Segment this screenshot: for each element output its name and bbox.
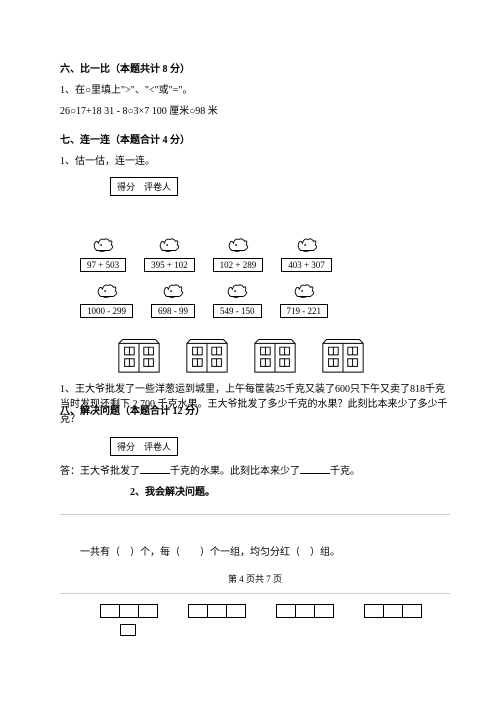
page-number: 第 4 页共 7 页 [60,572,450,585]
expr-box: 102 + 289 [213,258,264,272]
rabbit-icon [293,234,321,256]
expr-box: 97 + 503 [80,258,126,272]
rabbit-item: 102 + 289 [213,234,264,272]
small-box [120,624,136,636]
grid-3 [188,604,246,618]
rabbit-item: 97 + 503 [80,234,126,272]
section-6: 六、比一比（本题共计 8 分） 1、在○里填上">"、"<"或"="。 26○1… [60,60,450,117]
divider [60,514,450,515]
expr-box: 1000 - 299 [80,304,133,318]
rabbit-icon [159,280,187,302]
q6-1-expr: 26○17+18 31 - 8○3×7 100 厘米○98 米 [60,102,450,117]
house-icon [251,328,299,376]
rabbit-item: 1000 - 299 [80,280,133,318]
grid-3 [276,604,334,618]
rabbit-row-1: 97 + 503 395 + 102 102 + 289 403 + 307 [80,234,450,272]
ans-prefix: 答：王大爷批发了 [60,466,140,477]
score-box-7: 得分 评卷人 [110,177,178,196]
answer-line: 答：王大爷批发了 千克的水果。此刻比本来少了 千克。 [60,462,450,477]
rabbit-icon [155,234,183,256]
rabbit-row-2: 1000 - 299 698 - 99 549 - 150 719 - 221 [80,280,450,318]
grid-3 [100,604,158,618]
rabbit-icon [89,234,117,256]
house-icon [115,328,163,376]
ans-suffix: 千克。 [330,466,360,477]
house-row [115,328,450,376]
expr-box: 395 + 102 [144,258,195,272]
rabbit-item: 395 + 102 [144,234,195,272]
q8-2-label: 2、我会解决问题。 [130,483,450,498]
rabbit-item: 719 - 221 [280,280,329,318]
expr-box: 549 - 150 [213,304,262,318]
rabbit-icon [223,280,251,302]
q6-1-label: 1、在○里填上">"、"<"或"="。 [60,81,450,96]
section-6-title: 六、比一比（本题共计 8 分） [60,60,450,75]
rabbit-item: 549 - 150 [213,280,262,318]
grid-row [100,604,450,618]
blank[interactable] [140,473,170,474]
ans-mid: 千克的水果。此刻比本来少了 [170,466,300,477]
rabbit-item: 403 + 307 [281,234,332,272]
rabbit-icon [224,234,252,256]
house-icon [183,328,231,376]
section-7: 七、连一连（本题合计 4 分） 1、估一估，连一连。 得分 评卷人 97 + 5… [60,131,450,376]
section-8: 1、王大爷批发了一些洋葱运到城里，上午每筐装25千克又装了600只下午又卖了81… [60,382,450,636]
rabbit-icon [93,280,121,302]
grid-3 [364,604,422,618]
q7-1-label: 1、估一估，连一连。 [60,152,450,167]
score-box-8: 得分 评卷人 [110,437,178,456]
section-8-title: 八、解决问题（本题合计 12 分） [60,402,205,417]
blank[interactable] [300,473,330,474]
rabbit-icon [290,280,318,302]
expr-box: 698 - 99 [151,304,195,318]
expr-box: 403 + 307 [281,258,332,272]
rabbit-item: 698 - 99 [151,280,195,318]
house-icon [319,328,367,376]
expr-box: 719 - 221 [280,304,329,318]
divider [60,593,450,594]
fill-text-1: 一共有（ ）个，每（ ）个一组，均匀分红（ ）组。 [80,543,450,558]
section-7-title: 七、连一连（本题合计 4 分） [60,131,450,146]
